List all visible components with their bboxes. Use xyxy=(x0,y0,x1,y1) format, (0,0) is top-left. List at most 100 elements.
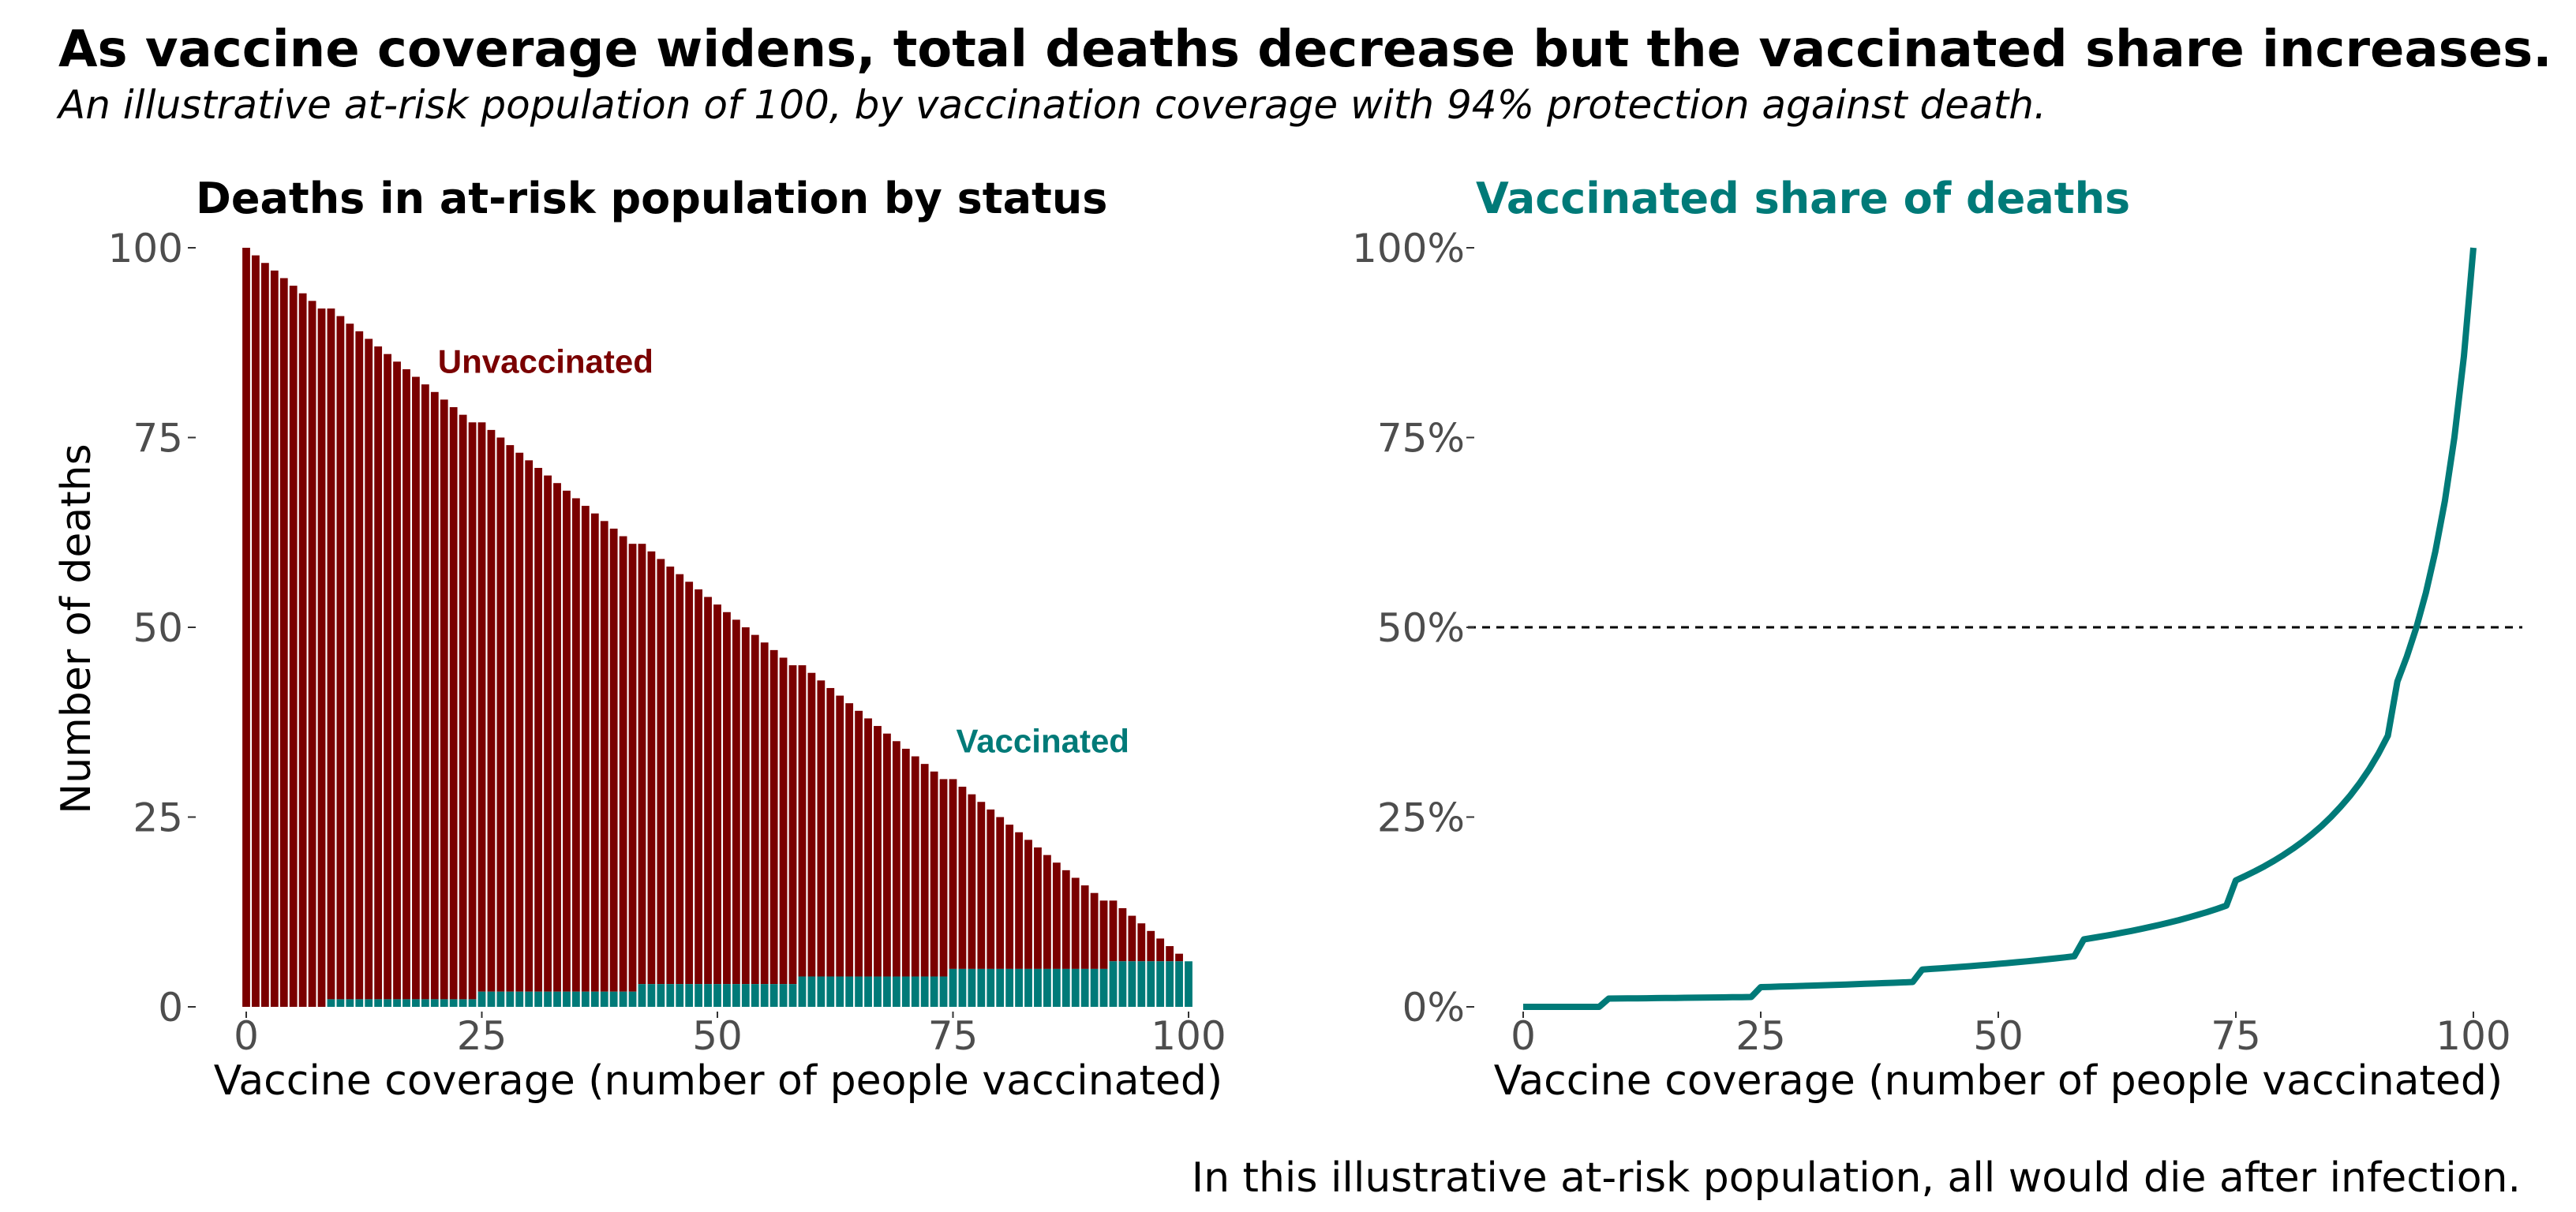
unvaccinated-bar xyxy=(346,324,354,1000)
unvaccinated-bar xyxy=(826,687,835,977)
unvaccinated-bar xyxy=(788,665,797,985)
vaccinated-bar xyxy=(609,991,618,1007)
deaths-by-status-panel: Deaths in at-risk population by status 0… xyxy=(53,174,1226,1105)
vaccinated-bar xyxy=(751,984,759,1007)
vaccinated-bar xyxy=(769,984,778,1007)
figure-title: As vaccine coverage widens, total deaths… xyxy=(58,21,2552,79)
unvaccinated-bar xyxy=(958,787,967,969)
unvaccinated-bar xyxy=(836,695,844,977)
vaccinated-bar xyxy=(412,999,420,1007)
vaccinated-bar xyxy=(600,991,608,1007)
unvaccinated-annotation: Unvaccinated xyxy=(438,342,653,380)
unvaccinated-bar xyxy=(525,460,534,992)
unvaccinated-bar xyxy=(779,657,788,985)
x-tick-label: 75 xyxy=(928,1013,979,1059)
unvaccinated-bar xyxy=(760,642,769,985)
vaccinated-bar xyxy=(440,999,448,1007)
deaths-x-axis: 0 25 50 75 100 xyxy=(234,1012,1226,1059)
unvaccinated-bar xyxy=(685,582,694,985)
unvaccinated-bar xyxy=(242,248,250,1007)
vaccinated-bar xyxy=(1043,968,1051,1007)
unvaccinated-bar xyxy=(666,567,675,985)
vaccinated-bar xyxy=(968,968,976,1007)
vaccinated-bar xyxy=(874,976,882,1007)
unvaccinated-bar xyxy=(600,521,608,992)
vaccinated-bar xyxy=(996,968,1005,1007)
unvaccinated-bar xyxy=(1156,938,1165,962)
x-tick-label: 50 xyxy=(1973,1013,2024,1059)
vaccinated-bar xyxy=(676,984,684,1007)
unvaccinated-bar xyxy=(864,718,872,977)
unvaccinated-bar xyxy=(1080,885,1089,969)
unvaccinated-bar xyxy=(1175,953,1183,962)
unvaccinated-bar xyxy=(1109,900,1118,962)
unvaccinated-bar xyxy=(477,422,486,992)
unvaccinated-bar xyxy=(1024,840,1032,969)
unvaccinated-bar xyxy=(883,733,891,977)
vaccinated-bar xyxy=(1080,968,1089,1007)
unvaccinated-bar xyxy=(901,748,910,977)
unvaccinated-bar xyxy=(695,589,703,985)
deaths-y-axis: 0 25 50 75 100 xyxy=(108,226,196,1031)
vaccinated-bar xyxy=(987,968,995,1007)
unvaccinated-bar xyxy=(327,308,335,1000)
vaccinated-bar xyxy=(826,976,835,1007)
unvaccinated-bar xyxy=(553,483,561,992)
vaccinated-bar xyxy=(1118,961,1127,1007)
y-tick-label: 25% xyxy=(1377,795,1465,841)
x-tick-label: 0 xyxy=(1511,1013,1536,1059)
deaths-panel-title: Deaths in at-risk population by status xyxy=(196,174,1107,223)
vaccinated-bar xyxy=(1099,968,1108,1007)
vaccinated-bar xyxy=(449,999,458,1007)
unvaccinated-bar xyxy=(911,756,919,977)
vaccinated-bar xyxy=(723,984,731,1007)
unvaccinated-bar xyxy=(308,301,316,1008)
vaccinated-bar xyxy=(817,976,826,1007)
unvaccinated-bar xyxy=(996,817,1005,969)
unvaccinated-bar xyxy=(874,726,882,977)
unvaccinated-bar xyxy=(987,809,995,969)
vaccinated-bar xyxy=(713,984,721,1007)
vaccinated-bar xyxy=(477,991,486,1007)
vaccinated-bar xyxy=(1137,961,1146,1007)
vaccinated-bar xyxy=(327,999,335,1007)
vaccinated-bar xyxy=(581,991,590,1007)
unvaccinated-bar xyxy=(977,802,986,969)
vaccinated-bar xyxy=(346,999,354,1007)
vaccinated-bar xyxy=(1166,961,1174,1007)
vaccinated-bar xyxy=(807,976,816,1007)
vaccinated-bar xyxy=(892,976,900,1007)
vaccinated-bar xyxy=(958,968,967,1007)
vaccinated-bar xyxy=(619,991,627,1007)
x-tick-label: 100 xyxy=(2436,1013,2510,1059)
vaccinated-bar xyxy=(336,999,345,1007)
unvaccinated-bar xyxy=(723,612,731,985)
vaccinated-bar xyxy=(855,976,863,1007)
vaccinated-bar xyxy=(732,984,740,1007)
x-tick-label: 0 xyxy=(234,1013,259,1059)
vaccinated-bar xyxy=(506,991,515,1007)
unvaccinated-bar xyxy=(1043,855,1051,969)
vaccinated-bar xyxy=(845,976,854,1007)
unvaccinated-bar xyxy=(563,490,571,992)
unvaccinated-bar xyxy=(421,384,429,1000)
y-tick-label: 50% xyxy=(1377,605,1465,651)
unvaccinated-bar xyxy=(544,475,552,992)
vaccinated-bar xyxy=(1128,961,1136,1007)
unvaccinated-bar xyxy=(1005,825,1014,969)
vaccinated-bar xyxy=(572,991,580,1007)
vaccinated-annotation: Vaccinated xyxy=(957,722,1129,759)
vaccinated-bar xyxy=(883,976,891,1007)
unvaccinated-bar xyxy=(393,361,401,1000)
unvaccinated-bar xyxy=(487,429,496,992)
unvaccinated-bar xyxy=(355,331,364,1000)
unvaccinated-bar xyxy=(1015,832,1023,969)
unvaccinated-bar xyxy=(676,574,684,985)
x-tick-label: 25 xyxy=(1735,1013,1786,1059)
unvaccinated-bar xyxy=(590,513,599,992)
vaccinated-bar xyxy=(1175,961,1183,1007)
y-tick-label: 100% xyxy=(1352,226,1465,271)
unvaccinated-bar xyxy=(1071,877,1080,969)
vaccinated-bar xyxy=(544,991,552,1007)
y-tick-label: 0% xyxy=(1402,985,1465,1031)
